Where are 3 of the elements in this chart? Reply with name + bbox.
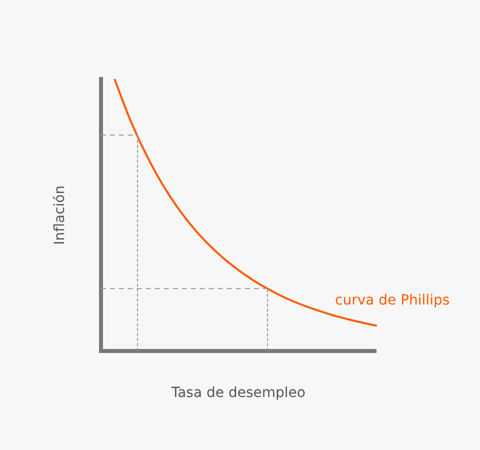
series-label: curva de Phillips — [335, 292, 450, 309]
y-axis-title: Inflación — [52, 185, 68, 245]
x-axis-title: Tasa de desempleo — [170, 385, 306, 402]
